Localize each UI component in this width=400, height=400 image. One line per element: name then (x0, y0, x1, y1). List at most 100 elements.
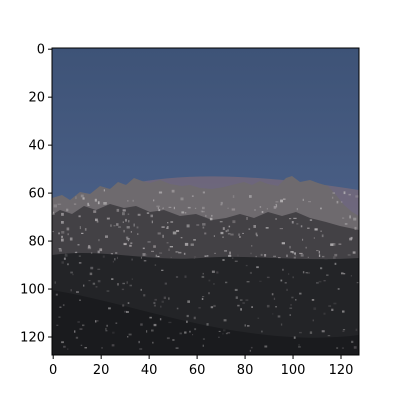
forest-speckle (298, 344, 300, 347)
forest-speckle (257, 317, 260, 319)
snow-speckle (289, 245, 291, 249)
snow-speckle (122, 209, 126, 212)
forest-speckle (249, 349, 251, 352)
forest-speckle (237, 304, 240, 307)
forest-speckle (127, 302, 130, 304)
snow-speckle (110, 253, 113, 255)
snow-speckle (153, 245, 156, 248)
forest-speckle (79, 299, 81, 301)
forest-speckle (54, 281, 56, 284)
forest-speckle (151, 329, 154, 332)
forest-speckle (302, 271, 305, 274)
forest-speckle (347, 254, 351, 256)
forest-speckle (122, 304, 125, 307)
forest-foreground (52, 290, 359, 355)
forest-speckle (218, 336, 220, 338)
forest-speckle (261, 330, 263, 333)
forest-speckle (237, 254, 239, 257)
forest-speckle (172, 339, 175, 341)
forest-speckle (342, 330, 345, 332)
forest-speckle (251, 306, 253, 308)
forest-speckle (176, 307, 179, 310)
forest-speckle (160, 305, 162, 308)
snow-speckle (353, 217, 357, 221)
snow-speckle (127, 213, 130, 215)
snow-speckle (157, 232, 161, 235)
forest-speckle (288, 273, 290, 275)
forest-speckle (213, 304, 216, 307)
forest-speckle (244, 324, 246, 327)
forest-speckle (161, 269, 164, 271)
snow-speckle (273, 205, 277, 209)
forest-speckle (342, 329, 346, 331)
snow-speckle (220, 204, 223, 206)
x-tick-label: 0 (49, 363, 57, 378)
forest-speckle (153, 323, 157, 327)
forest-speckle (146, 330, 148, 333)
snow-speckle (127, 200, 129, 202)
snow-speckle (352, 251, 356, 254)
forest-speckle (343, 273, 346, 275)
snow-speckle (166, 226, 169, 228)
forest-speckle (153, 301, 156, 304)
snow-speckle (259, 206, 262, 208)
forest-speckle (250, 346, 253, 349)
snow-speckle (322, 255, 325, 258)
forest-speckle (337, 288, 340, 290)
forest-speckle (250, 252, 252, 255)
snow-speckle (52, 213, 55, 215)
snow-speckle (348, 193, 351, 196)
snow-speckle (116, 208, 120, 212)
forest-speckle (131, 278, 133, 280)
snow-speckle (354, 226, 357, 230)
forest-speckle (121, 288, 125, 291)
forest-speckle (105, 327, 107, 331)
snow-speckle (172, 231, 177, 235)
snow-speckle (123, 229, 125, 233)
forest-speckle (82, 324, 85, 327)
snow-speckle (228, 225, 231, 228)
snow-speckle (115, 252, 118, 254)
snow-speckle (186, 224, 190, 228)
forest-speckle (186, 320, 188, 323)
y-tick-label: 100 (20, 283, 45, 298)
forest-speckle (78, 262, 82, 264)
forest-speckle (149, 316, 152, 319)
snow-speckle (136, 226, 139, 229)
snow-speckle (157, 255, 160, 258)
snow-speckle (227, 207, 229, 209)
forest-speckle (83, 284, 85, 287)
forest-speckle (146, 254, 148, 257)
forest-speckle (309, 331, 313, 334)
snow-speckle (202, 226, 205, 229)
snow-speckle (246, 217, 248, 220)
forest-speckle (115, 322, 118, 324)
snow-speckle (228, 254, 232, 258)
forest-speckle (193, 256, 197, 259)
snow-speckle (202, 191, 205, 194)
snow-speckle (61, 238, 64, 242)
forest-speckle (275, 306, 277, 308)
forest-speckle (131, 258, 133, 261)
snow-speckle (157, 207, 159, 209)
forest-speckle (225, 332, 228, 335)
snow-speckle (251, 245, 253, 247)
snow-speckle (286, 254, 288, 258)
snow-speckle (61, 231, 65, 234)
snow-speckle (105, 235, 108, 238)
snow-speckle (58, 232, 60, 235)
snow-speckle (122, 221, 124, 223)
forest-speckle (116, 256, 118, 260)
forest-speckle (298, 346, 301, 348)
snow-speckle (183, 252, 186, 255)
snow-speckle (190, 243, 194, 246)
forest-speckle (323, 280, 326, 282)
snow-speckle (166, 227, 169, 229)
snow-speckle (227, 229, 229, 232)
snow-speckle (162, 234, 164, 238)
forest-speckle (355, 328, 358, 332)
snow-speckle (132, 199, 134, 202)
snow-speckle (302, 198, 304, 201)
snow-speckle (309, 219, 313, 221)
snow-speckle (225, 230, 228, 233)
